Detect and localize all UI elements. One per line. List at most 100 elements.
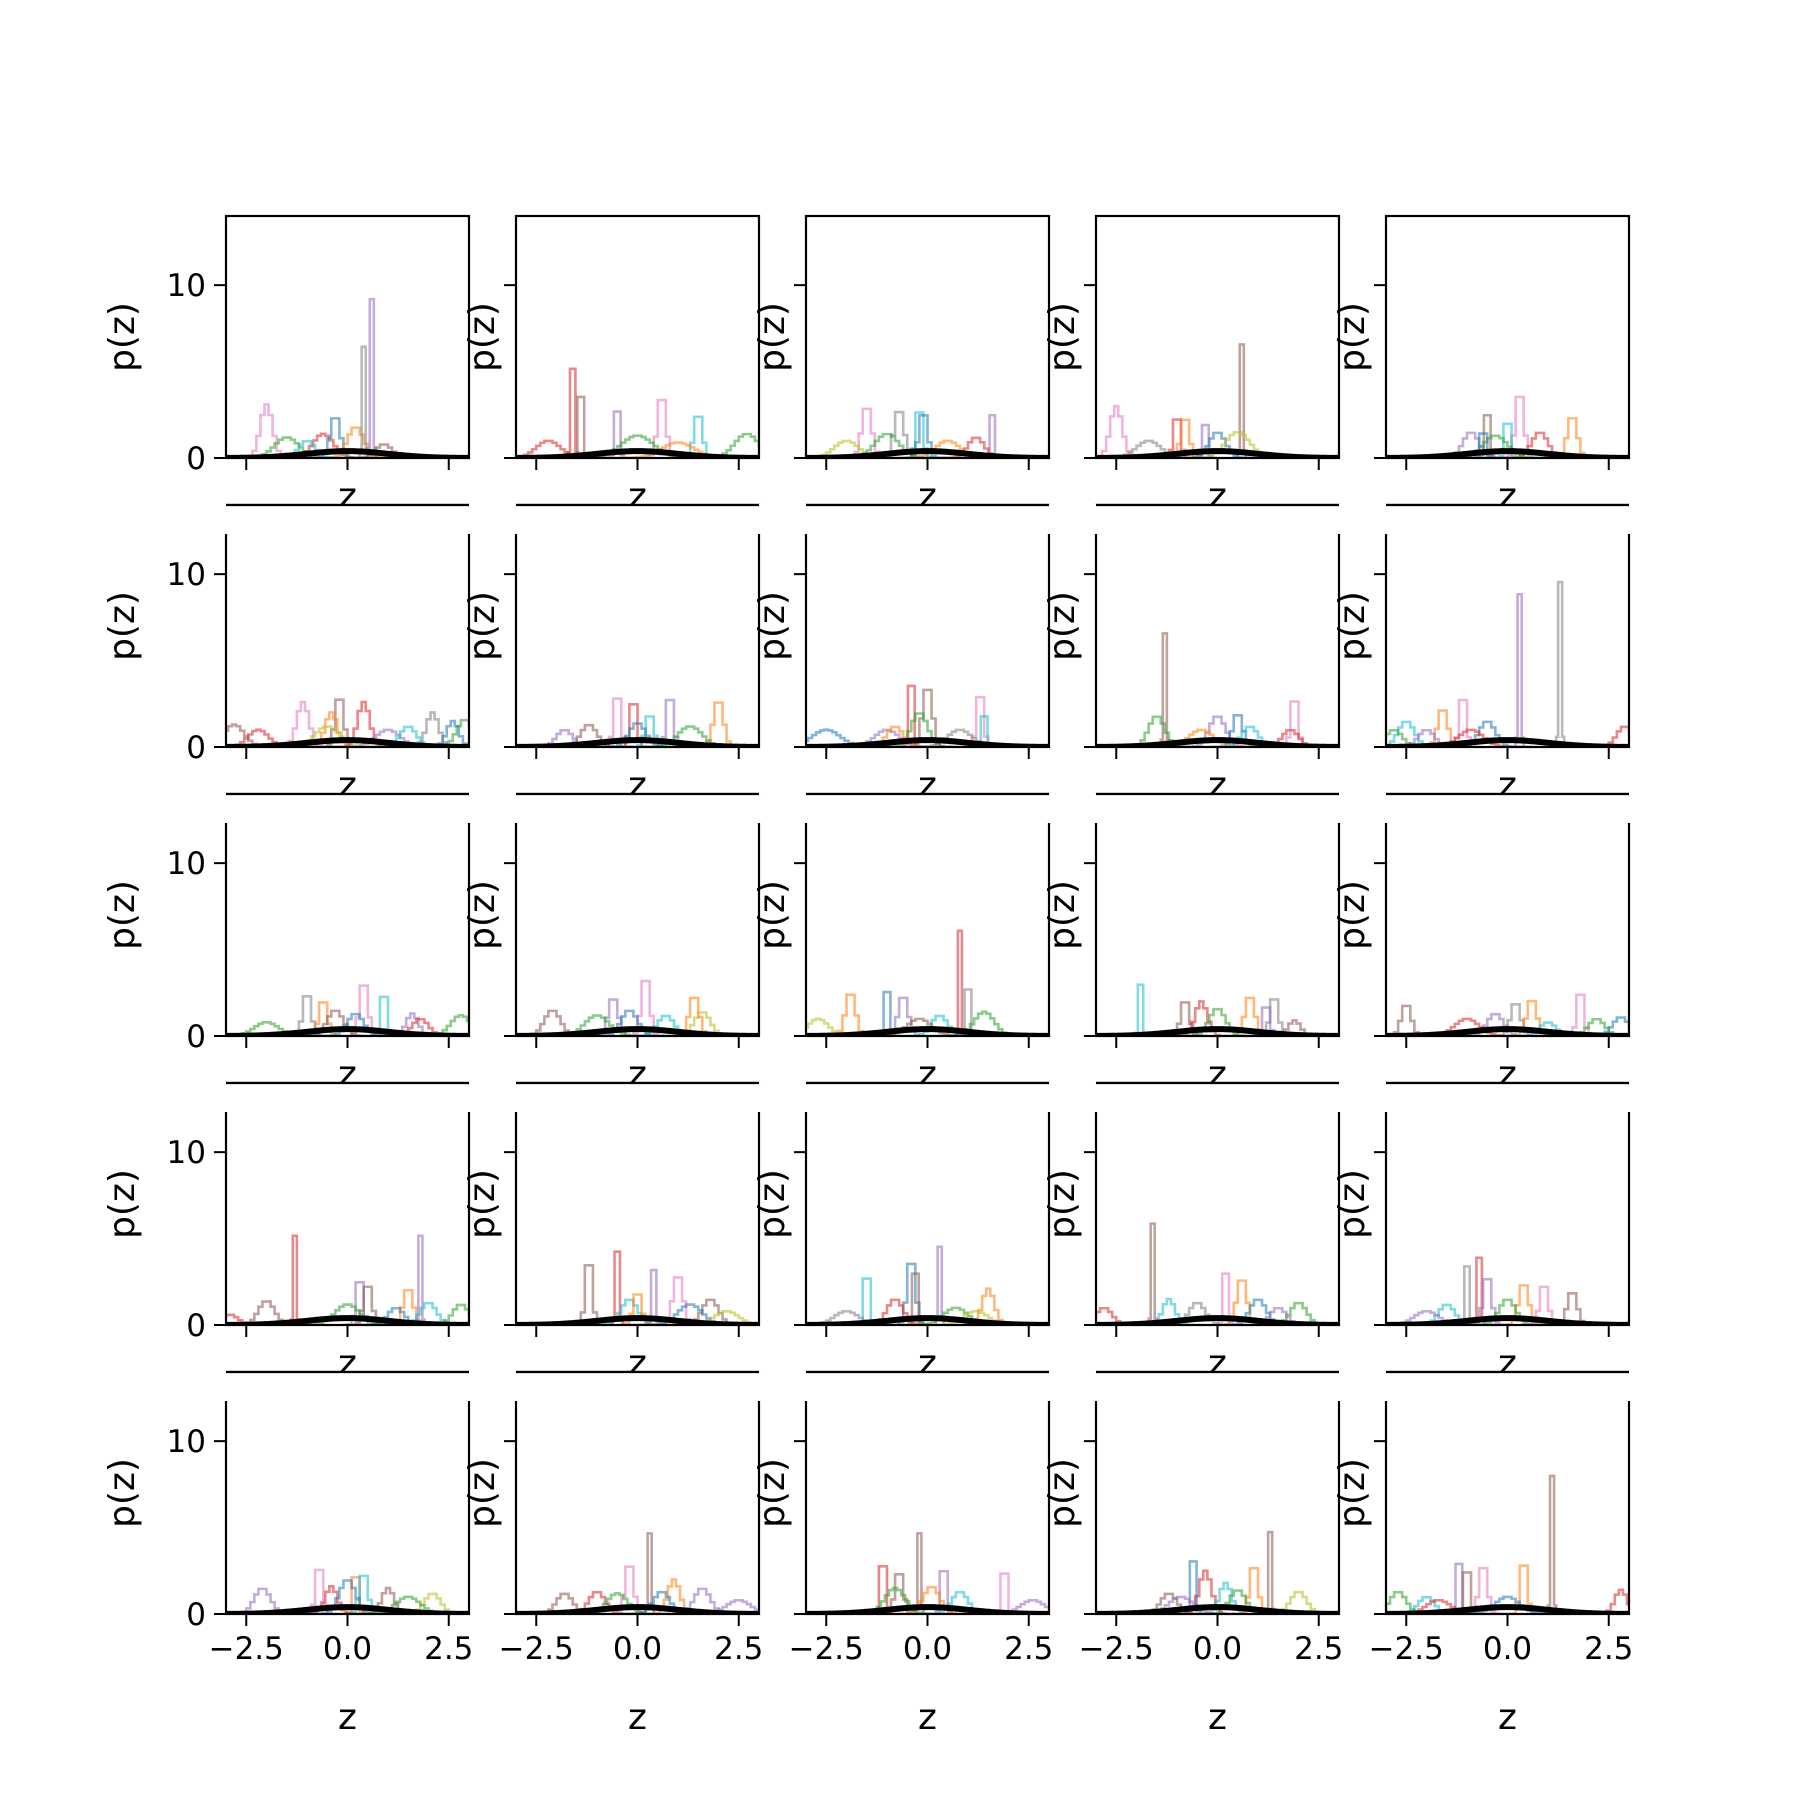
histogram-series-0 — [1386, 1004, 1431, 1036]
panel-r0-c1: zp(z) — [462, 214, 761, 517]
plot-area — [1386, 395, 1629, 458]
y-tick-label: 0 — [186, 1597, 206, 1633]
plot-area — [1386, 993, 1629, 1036]
plot-area — [226, 1234, 469, 1325]
y-axis-label: p(z) — [102, 880, 143, 950]
histogram-series-0 — [287, 1234, 303, 1325]
overlap-mask — [514, 504, 761, 534]
y-axis-label: p(z) — [1042, 1169, 1083, 1239]
y-axis-label: p(z) — [462, 880, 503, 950]
overlap-mask — [804, 504, 1051, 534]
y-axis-label: p(z) — [1332, 1169, 1373, 1239]
axes-frame — [224, 214, 471, 460]
histogram-series-8 — [1590, 1588, 1629, 1614]
plot-area — [806, 684, 1049, 747]
panel-r1-c3: zp(z) — [1042, 503, 1341, 806]
x-axis-label: z — [1208, 1697, 1227, 1738]
histogram-series-0 — [1457, 1265, 1477, 1325]
plot-area — [226, 297, 469, 458]
axes-frame — [514, 1081, 761, 1327]
plot-area — [1386, 1256, 1629, 1325]
plot-area — [516, 979, 759, 1036]
plot-area — [1386, 1474, 1629, 1614]
y-axis-label: p(z) — [102, 1169, 143, 1239]
y-tick-label: 10 — [167, 1135, 206, 1171]
y-axis-label: p(z) — [752, 591, 793, 661]
overlap-mask — [1384, 1082, 1631, 1112]
panel-r3-c4: zp(z) — [1332, 1081, 1631, 1384]
axes-frame — [1094, 1370, 1341, 1616]
panel-r1-c1: zp(z) — [462, 503, 761, 806]
panel-r3-c3: zp(z) — [1042, 1081, 1341, 1384]
axes-frame — [1094, 1081, 1341, 1327]
panel-r0-c3: zp(z) — [1042, 214, 1341, 517]
plot-area — [806, 407, 1049, 458]
histogram-series-6 — [364, 297, 380, 458]
y-tick-label: 0 — [186, 1019, 206, 1055]
overlap-mask — [1094, 1082, 1341, 1112]
overlap-mask — [1384, 1371, 1631, 1401]
plot-area — [226, 698, 469, 747]
axes-frame — [804, 1081, 1051, 1327]
overlap-mask — [514, 793, 761, 823]
histogram-series-4 — [1262, 1530, 1278, 1614]
panel-r0-c2: zp(z) — [752, 214, 1051, 517]
axes-frame — [514, 214, 761, 460]
x-tick-label: −2.5 — [1079, 1631, 1154, 1667]
y-axis-label: p(z) — [1042, 591, 1083, 661]
overlap-mask — [514, 1371, 761, 1401]
y-axis-label: p(z) — [462, 591, 503, 661]
plot-area — [1386, 580, 1629, 747]
histogram-series-1 — [569, 395, 593, 458]
histogram-series-4 — [1544, 1474, 1560, 1614]
histogram-series-0 — [1512, 593, 1528, 747]
axes-frame — [514, 792, 761, 1038]
y-axis-label: p(z) — [752, 1458, 793, 1528]
x-axis-label: z — [338, 1697, 357, 1738]
axes-frame — [804, 792, 1051, 1038]
x-tick-label: −2.5 — [1369, 1631, 1444, 1667]
histogram-series-3 — [692, 701, 745, 747]
overlap-mask — [224, 1082, 471, 1112]
axes-frame — [1384, 214, 1631, 460]
panel-r2-c3: zp(z) — [1042, 792, 1341, 1095]
panel-r3-c2: zp(z) — [752, 1081, 1051, 1384]
plot-area — [226, 984, 469, 1036]
y-axis-label: p(z) — [1332, 880, 1373, 950]
plot-area — [516, 1250, 759, 1325]
axes-frame — [224, 1081, 471, 1327]
axes-frame — [804, 1370, 1051, 1616]
overlap-mask — [804, 1371, 1051, 1401]
y-axis-label: p(z) — [1332, 1458, 1373, 1528]
y-axis-label: p(z) — [462, 302, 503, 372]
panel-r4-c2: −2.5 0.0 2.5 z p(z) — [752, 1370, 1053, 1738]
y-axis-label: p(z) — [102, 591, 143, 661]
plot-area — [806, 929, 1049, 1036]
x-tick-label: 0.0 — [323, 1631, 372, 1667]
panel-r1-c4: zp(z) — [1332, 503, 1631, 806]
axes-frame — [224, 1370, 471, 1616]
y-tick-label: 10 — [167, 846, 206, 882]
axes-frame — [514, 1370, 761, 1616]
overlap-mask — [224, 793, 471, 823]
overlap-mask — [1384, 504, 1631, 534]
x-tick-label: 0.0 — [1483, 1631, 1532, 1667]
plot-area — [1096, 1222, 1339, 1325]
panel-r1-c2: zp(z) — [752, 503, 1051, 806]
plot-area — [806, 1532, 1049, 1614]
panel-r2-c1: zp(z) — [462, 792, 761, 1095]
histogram-series-1 — [1552, 580, 1568, 747]
histogram-series-0 — [571, 1263, 607, 1325]
axes-frame — [1384, 1081, 1631, 1327]
x-axis-label: z — [628, 1697, 647, 1738]
histogram-series-0 — [1131, 983, 1150, 1036]
axes-frame — [1094, 503, 1341, 749]
overlap-mask — [1094, 793, 1341, 823]
axes-frame — [1384, 1370, 1631, 1616]
overlap-mask — [804, 793, 1051, 823]
x-tick-label: −2.5 — [789, 1631, 864, 1667]
histogram-series-4 — [991, 1572, 1018, 1614]
